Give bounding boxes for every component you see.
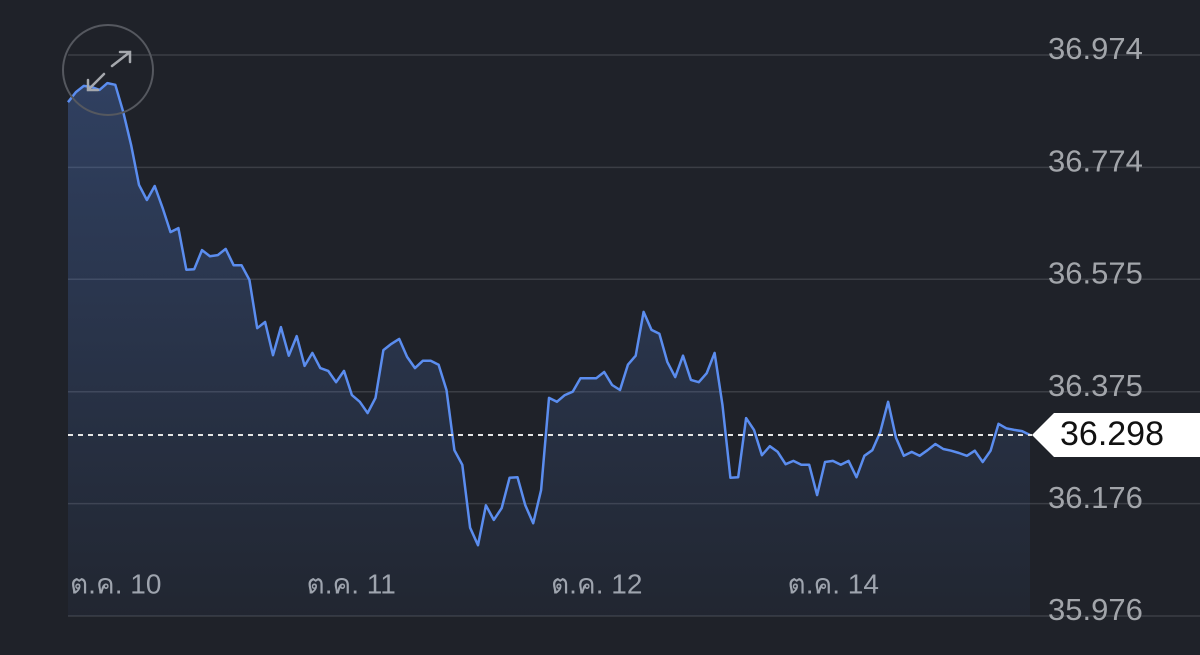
- expand-circle[interactable]: [62, 24, 154, 116]
- last-value-label: 36.298: [1060, 415, 1164, 453]
- y-tick-label: 36.176: [1048, 480, 1143, 515]
- last-value-badge: [1032, 412, 1200, 457]
- y-tick-label: 35.976: [1048, 592, 1143, 627]
- y-tick-label: 36.974: [1048, 31, 1143, 66]
- y-tick-label: 36.774: [1048, 144, 1143, 179]
- price-line: [67, 81, 1031, 547]
- expand-button[interactable]: [62, 24, 154, 116]
- plot: 36.97436.77436.57536.37536.17635.976ต.ค.…: [67, 31, 1200, 627]
- y-tick-label: 36.575: [1048, 255, 1143, 290]
- area: [68, 83, 1030, 617]
- y-tick-label: 36.375: [1048, 368, 1143, 403]
- expand-icon[interactable]: [86, 50, 132, 92]
